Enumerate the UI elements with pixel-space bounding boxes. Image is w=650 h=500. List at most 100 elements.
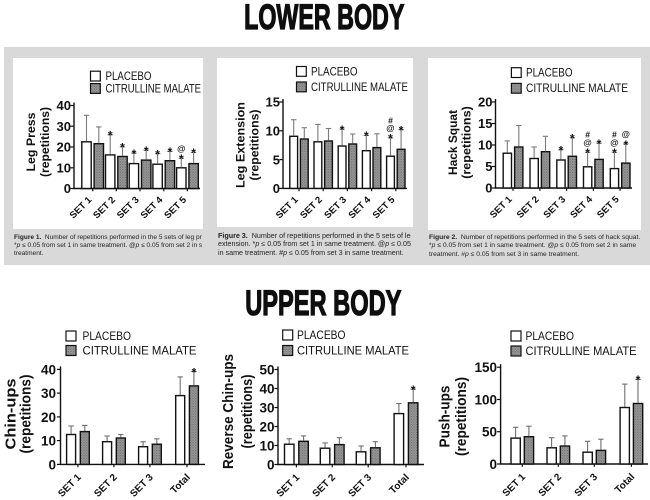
svg-text:20: 20 <box>41 410 56 425</box>
svg-text:10: 10 <box>259 438 274 453</box>
svg-text:*: * <box>108 129 113 143</box>
svg-text:SET 2: SET 2 <box>298 195 325 222</box>
svg-text:(repetitions): (repetitions) <box>19 374 35 453</box>
svg-text:@: @ <box>386 123 394 133</box>
svg-text:Hack Squat: Hack Squat <box>446 110 460 175</box>
svg-text:SET 5: SET 5 <box>595 194 622 221</box>
svg-text:*: * <box>364 129 369 143</box>
svg-text:(repetitions): (repetitions) <box>454 377 470 456</box>
svg-text:PLACEBO: PLACEBO <box>526 329 575 343</box>
svg-text:PLACEBO: PLACEBO <box>297 328 346 342</box>
svg-text:*: * <box>144 144 149 158</box>
svg-text:*: * <box>388 132 393 146</box>
svg-text:100: 100 <box>474 392 497 407</box>
svg-text:SET 1: SET 1 <box>501 471 529 499</box>
svg-text:SET 2: SET 2 <box>92 472 120 500</box>
svg-text:50: 50 <box>259 362 274 377</box>
svg-text:*: * <box>192 365 197 379</box>
svg-text:15: 15 <box>478 116 492 131</box>
svg-text:5: 5 <box>485 159 492 174</box>
svg-text:CITRULLINE MALATE: CITRULLINE MALATE <box>311 81 408 94</box>
svg-text:SET 3: SET 3 <box>573 471 601 499</box>
svg-text:0: 0 <box>48 457 56 472</box>
svg-text:*: * <box>179 152 184 166</box>
svg-text:SET 1: SET 1 <box>274 194 301 221</box>
svg-text:10: 10 <box>41 434 56 449</box>
svg-text:PLACEBO: PLACEBO <box>106 70 152 83</box>
svg-text:@: @ <box>610 138 618 148</box>
svg-text:#: # <box>612 130 617 140</box>
svg-text:PLACEBO: PLACEBO <box>83 329 132 343</box>
svg-text:SET 4: SET 4 <box>139 194 166 221</box>
svg-text:*: * <box>155 147 160 161</box>
svg-text:CITRULLINE MALATE: CITRULLINE MALATE <box>526 82 628 95</box>
svg-text:Total: Total <box>613 472 637 496</box>
svg-text:*: * <box>623 138 628 152</box>
svg-text:*: * <box>597 137 602 151</box>
svg-text:40: 40 <box>57 98 71 113</box>
svg-text:30: 30 <box>57 119 71 134</box>
svg-text:#: # <box>388 115 393 125</box>
svg-text:SET 4: SET 4 <box>347 194 374 221</box>
svg-text:SET 1: SET 1 <box>488 194 515 221</box>
svg-text:0: 0 <box>489 457 497 472</box>
svg-text:*: * <box>636 373 641 387</box>
svg-text:Push-ups: Push-ups <box>438 386 454 448</box>
svg-text:*: * <box>340 123 345 137</box>
svg-text:(repetitions): (repetitions) <box>38 107 52 177</box>
svg-text:*: * <box>570 132 575 146</box>
svg-text:*: * <box>120 141 125 155</box>
svg-text:40: 40 <box>259 381 274 396</box>
svg-text:30: 30 <box>259 400 274 415</box>
svg-text:20: 20 <box>478 95 492 110</box>
svg-text:Leg Extension: Leg Extension <box>234 102 248 188</box>
svg-text:(repetitions): (repetitions) <box>248 110 262 181</box>
svg-text:*: * <box>559 144 564 158</box>
svg-text:0: 0 <box>273 181 280 196</box>
svg-text:SET 2: SET 2 <box>91 195 118 222</box>
svg-text:*: * <box>411 383 416 397</box>
svg-text:*: * <box>612 146 617 160</box>
svg-text:PLACEBO: PLACEBO <box>526 67 573 80</box>
svg-text:20: 20 <box>57 140 71 155</box>
svg-text:10: 10 <box>266 124 280 139</box>
svg-text:0: 0 <box>485 181 492 196</box>
svg-text:10: 10 <box>57 160 71 175</box>
svg-text:Total: Total <box>169 472 193 496</box>
svg-text:150: 150 <box>474 360 497 375</box>
svg-text:*: * <box>585 146 590 160</box>
svg-text:Leg Press: Leg Press <box>24 112 38 171</box>
svg-text:*: * <box>132 147 137 161</box>
svg-text:CITRULLINE MALATE: CITRULLINE MALATE <box>526 344 637 358</box>
svg-text:15: 15 <box>266 95 280 110</box>
svg-text:CITRULLINE MALATE: CITRULLINE MALATE <box>297 344 409 358</box>
svg-text:SET 3: SET 3 <box>347 472 375 500</box>
svg-text:SET 4: SET 4 <box>568 194 595 221</box>
svg-text:@: @ <box>622 129 630 139</box>
svg-text:SET 3: SET 3 <box>322 195 349 222</box>
svg-text:SET 3: SET 3 <box>128 472 156 500</box>
svg-text:0: 0 <box>267 457 275 472</box>
svg-text:0: 0 <box>64 181 71 196</box>
svg-text:SET 2: SET 2 <box>537 471 565 499</box>
svg-text:*: * <box>168 145 173 159</box>
svg-text:SET 5: SET 5 <box>371 194 398 221</box>
svg-text:Reverse Chin-ups: Reverse Chin-ups <box>221 354 237 469</box>
svg-text:*: * <box>399 123 404 137</box>
svg-text:50: 50 <box>482 425 497 440</box>
svg-text:CITRULLINE MALATE: CITRULLINE MALATE <box>83 344 197 358</box>
svg-text:SET 3: SET 3 <box>115 195 142 222</box>
svg-text:SET 1: SET 1 <box>56 472 84 500</box>
svg-text:Total: Total <box>388 472 412 496</box>
svg-text:SET 2: SET 2 <box>311 472 339 500</box>
svg-text:30: 30 <box>41 386 56 401</box>
svg-text:SET 1: SET 1 <box>68 194 95 221</box>
svg-text:SET 3: SET 3 <box>542 194 569 221</box>
svg-text:5: 5 <box>273 152 280 167</box>
svg-text:CITRULLINE MALATE: CITRULLINE MALATE <box>106 82 202 95</box>
svg-text:SET 2: SET 2 <box>515 194 542 221</box>
svg-text:@: @ <box>177 143 185 153</box>
svg-text:SET 1: SET 1 <box>275 472 303 500</box>
svg-text:Chin-ups: Chin-ups <box>4 379 20 450</box>
svg-text:SET 5: SET 5 <box>162 194 189 221</box>
